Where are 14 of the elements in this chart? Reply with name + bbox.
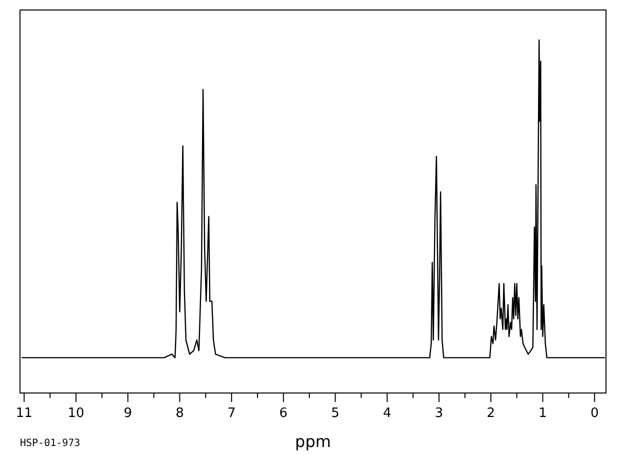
x-tick-label: 11 bbox=[16, 406, 32, 421]
x-tick-label: 8 bbox=[176, 406, 184, 421]
x-axis-title: ppm bbox=[295, 432, 331, 451]
x-tick-label: 1 bbox=[538, 406, 547, 421]
x-tick-label: 3 bbox=[434, 406, 444, 421]
x-tick-label: 7 bbox=[227, 406, 236, 421]
x-tick-label: 0 bbox=[590, 406, 599, 421]
x-tick-label: 4 bbox=[383, 406, 392, 421]
x-tick-label: 10 bbox=[68, 406, 84, 421]
x-tick-label: 9 bbox=[124, 406, 132, 421]
x-tick-label: 6 bbox=[279, 406, 288, 421]
x-tick-label: 5 bbox=[331, 406, 340, 421]
x-tick-label: 2 bbox=[486, 406, 496, 421]
text: HSP-01-973 bbox=[20, 438, 80, 449]
